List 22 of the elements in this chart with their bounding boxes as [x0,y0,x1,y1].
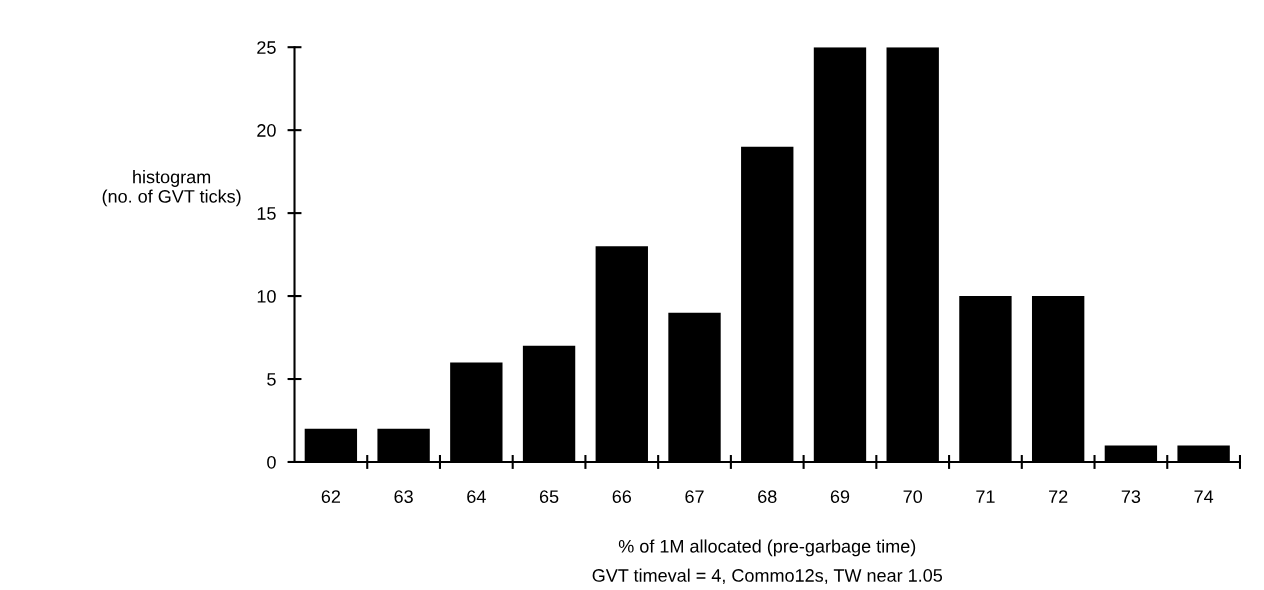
x-tick-label: 70 [903,490,923,504]
x-tick-label: 63 [394,490,413,504]
x-axis-title: % of 1M allocated (pre-garbage time) [618,539,916,557]
y-tick-label: 0 [267,455,276,469]
x-tick-label: 66 [612,490,632,504]
y-tick-label: 20 [257,124,276,137]
x-tick-label: 73 [1121,490,1141,504]
y-tick-label: 10 [257,290,276,303]
x-tick-label: 62 [321,490,341,504]
x-tick-label: 65 [539,490,559,504]
x-tick-label: 69 [830,490,850,504]
y-axis-title: histogram (no. of GVT ticks) [102,170,241,207]
y-tick-label: 25 [257,41,276,54]
x-tick-label: 68 [758,490,777,504]
x-tick-label: 72 [1049,490,1068,503]
text: GVT timeval = 4, Commo12s, TW near 1.05 [592,568,943,584]
y-tick-label: 5 [267,373,276,386]
x-tick-label: 67 [685,490,704,504]
x-tick-label: 71 [976,490,995,503]
x-tick-label: 64 [467,490,486,504]
y-tick-label: 15 [257,207,276,220]
x-tick-label: 74 [1194,490,1214,503]
